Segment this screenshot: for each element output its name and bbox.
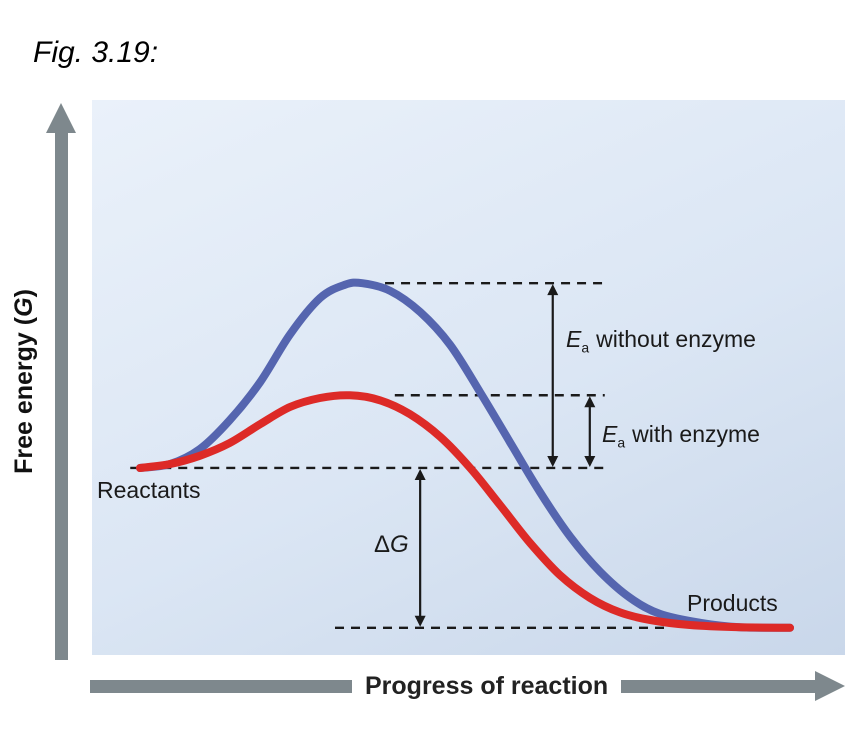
ea-with-enzyme-arrow-head-down-icon	[584, 455, 596, 467]
ea-subscript: a	[617, 434, 626, 451]
y-axis-bar	[54, 133, 68, 660]
y-axis-label-text: Free energy (G)	[9, 289, 38, 474]
label-products: Products	[687, 590, 778, 616]
delta-symbol: Δ	[374, 531, 391, 558]
y-axis-arrowhead-icon	[46, 103, 76, 133]
y-axis-arrow	[46, 103, 76, 660]
x-axis-arrowhead-icon	[815, 671, 845, 701]
y-axis-label: Free energy (G)	[6, 103, 42, 660]
label-ea-with-enzyme: Ea with enzyme	[602, 421, 760, 451]
ea-without-text: without enzyme	[596, 326, 756, 352]
ea-subscript: a	[581, 339, 590, 356]
label-delta-g: ΔG	[374, 531, 409, 559]
x-axis-label: Progress of reaction	[365, 671, 609, 700]
x-axis-bar-left	[90, 679, 352, 693]
plot-area	[92, 100, 845, 655]
curve-with-enzyme	[136, 391, 794, 632]
delta-g-arrow-head-down-icon	[414, 615, 426, 627]
x-axis-arrow: Progress of reaction	[90, 671, 845, 701]
x-axis-bar-right	[621, 679, 815, 693]
ea-symbol: E	[566, 326, 582, 352]
label-reactants: Reactants	[97, 477, 201, 503]
ea-with-enzyme-arrow-head-up-icon	[584, 396, 596, 408]
curve-without-enzyme	[136, 278, 794, 632]
ea-without-enzyme-arrow-head-down-icon	[547, 455, 559, 467]
delta-g-arrow-head-up-icon	[414, 468, 426, 480]
energy-diagram-canvas	[130, 278, 794, 632]
ea-symbol: E	[602, 421, 618, 447]
ea-with-text: with enzyme	[632, 421, 760, 447]
figure-title: Fig. 3.19:	[33, 36, 159, 69]
label-ea-without-enzyme: Ea without enzyme	[566, 326, 756, 356]
ea-without-enzyme-arrow-head-up-icon	[547, 284, 559, 296]
g-symbol: G	[390, 531, 409, 558]
